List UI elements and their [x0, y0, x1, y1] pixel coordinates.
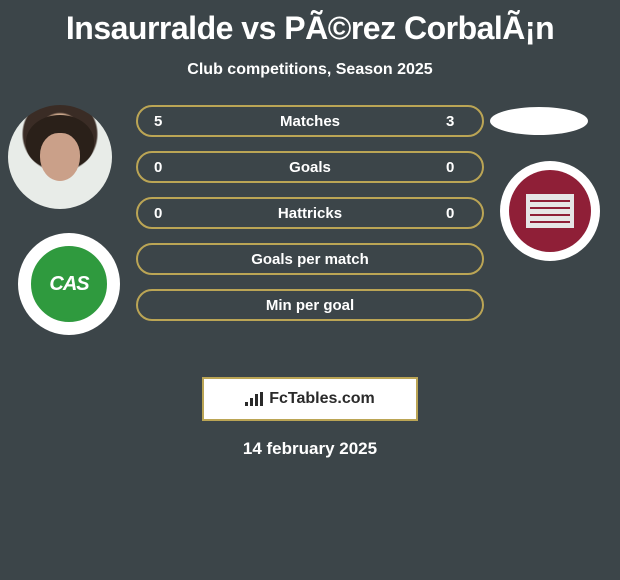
- stat-left-value: 0: [154, 205, 174, 222]
- stat-left-value: 0: [154, 159, 174, 176]
- club-left-abbr: CAS: [27, 242, 111, 326]
- stat-label: Matches: [174, 113, 446, 130]
- stat-right-value: 3: [446, 113, 466, 130]
- stat-row-goals: 0 Goals 0: [136, 151, 484, 183]
- stat-label: Goals per match: [154, 251, 466, 268]
- stat-label: Hattricks: [174, 205, 446, 222]
- stat-row-hattricks: 0 Hattricks 0: [136, 197, 484, 229]
- stat-label: Goals: [174, 159, 446, 176]
- player-right-avatar: [490, 107, 588, 135]
- subtitle: Club competitions, Season 2025: [0, 61, 620, 79]
- stat-label: Min per goal: [154, 297, 466, 314]
- source-badge[interactable]: FcTables.com: [202, 377, 418, 421]
- stat-right-value: 0: [446, 205, 466, 222]
- source-label: FcTables.com: [269, 390, 375, 408]
- chart-icon: [245, 392, 263, 406]
- stat-row-matches: 5 Matches 3: [136, 105, 484, 137]
- stat-row-min-per-goal: Min per goal: [136, 289, 484, 321]
- stats-list: 5 Matches 3 0 Goals 0 0 Hattricks 0 Goal…: [136, 105, 484, 335]
- player-left-avatar: [8, 105, 112, 209]
- stat-right-value: 0: [446, 159, 466, 176]
- club-right-icon: [526, 194, 574, 228]
- comparison-area: CAS 5 Matches 3 0 Goals 0 0 Hattricks 0 …: [0, 105, 620, 365]
- page-title: Insaurralde vs PÃ©rez CorbalÃ¡n: [0, 0, 620, 47]
- stat-left-value: 5: [154, 113, 174, 130]
- club-right-badge: [500, 161, 600, 261]
- stat-row-goals-per-match: Goals per match: [136, 243, 484, 275]
- footer-date: 14 february 2025: [0, 439, 620, 459]
- club-left-badge: CAS: [18, 233, 120, 335]
